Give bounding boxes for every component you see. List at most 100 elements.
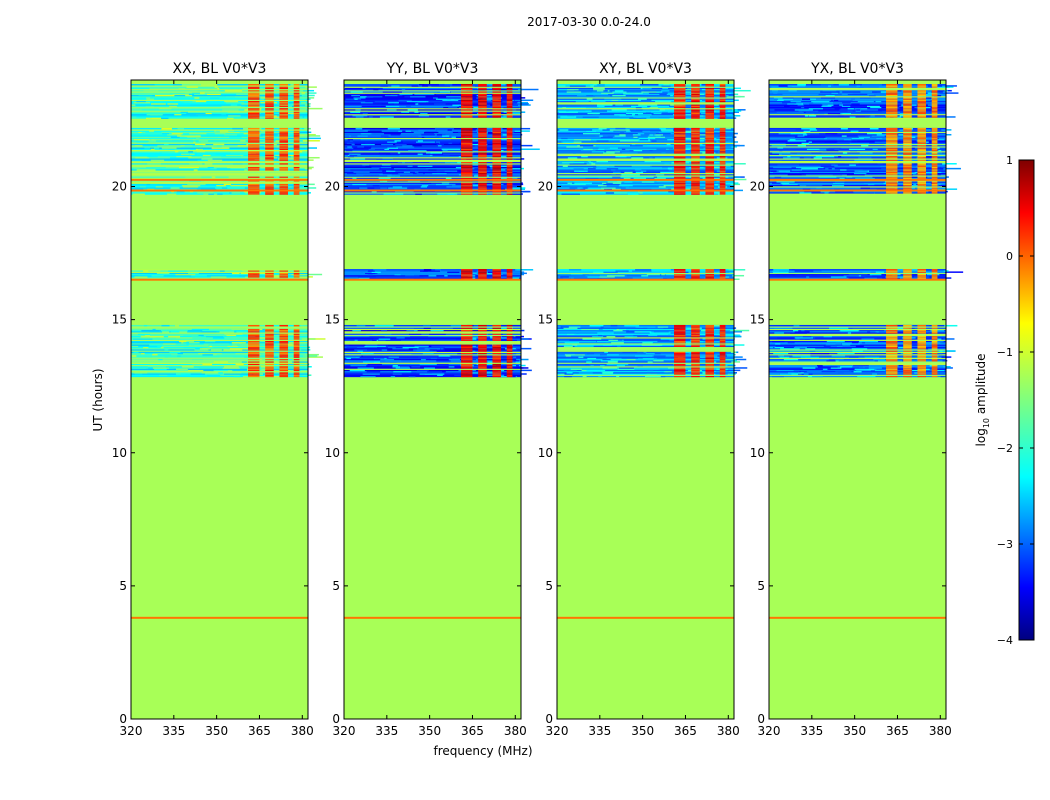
- bright-channel-cell: [248, 130, 260, 132]
- bright-channel-cell: [506, 356, 513, 358]
- bright-channel-cell: [719, 353, 726, 356]
- heatmap-speckle: [688, 352, 693, 355]
- heatmap-speckle: [797, 133, 804, 136]
- bright-channel-cell: [461, 276, 473, 278]
- heatmap-speckle: [503, 111, 508, 113]
- heatmap-speckle: [181, 366, 194, 368]
- heatmap-row: [131, 94, 308, 97]
- bright-channel-cell: [886, 111, 898, 113]
- bright-channel-cell: [461, 140, 473, 142]
- heatmap-speckle: [872, 373, 878, 375]
- bright-channel-cell: [691, 98, 700, 100]
- heatmap-speckle: [394, 273, 401, 276]
- heatmap-speckle: [560, 276, 569, 278]
- heatmap-speckle: [369, 167, 378, 170]
- heatmap-speckle: [666, 143, 671, 146]
- heatmap-speckle: [933, 91, 943, 93]
- heatmap-row: [344, 103, 521, 105]
- bright-channel-cell: [931, 327, 938, 329]
- bright-channel-cell: [265, 143, 274, 146]
- heatmap-speckle: [196, 334, 204, 337]
- bright-channel-cell: [886, 97, 898, 99]
- bright-channel-cell: [917, 181, 927, 183]
- heatmap-speckle: [789, 138, 796, 141]
- heatmap-speckle: [851, 103, 860, 105]
- heatmap-row: [131, 357, 308, 360]
- bright-channel-cell: [705, 150, 715, 153]
- heatmap-speckle: [350, 91, 363, 93]
- bright-channel-cell: [705, 136, 715, 138]
- heatmap-row: [769, 138, 946, 141]
- bright-channel-cell: [279, 109, 289, 111]
- heatmap-speckle: [204, 163, 213, 165]
- heatmap-speckle: [412, 359, 430, 362]
- heatmap-speckle: [435, 269, 441, 271]
- heatmap-speckle: [466, 88, 485, 91]
- heatmap-speckle: [599, 353, 607, 356]
- bright-channel-cell: [506, 105, 513, 107]
- heatmap-row: [344, 105, 521, 107]
- bright-channel-cell: [478, 182, 487, 184]
- bright-channel-cell: [293, 186, 300, 188]
- heatmap-speckle: [360, 101, 373, 104]
- heatmap-speckle: [663, 83, 670, 86]
- heatmap-speckle: [787, 173, 806, 176]
- heatmap-speckle: [684, 99, 694, 102]
- bright-channel-cell: [492, 129, 502, 131]
- heatmap-speckle: [159, 374, 168, 376]
- heatmap-speckle: [831, 133, 847, 136]
- heatmap-speckle: [199, 152, 208, 154]
- heatmap-speckle: [170, 187, 180, 189]
- heatmap-speckle: [196, 190, 215, 193]
- heatmap-row: [131, 192, 308, 194]
- heatmap-speckle: [423, 327, 431, 329]
- heatmap-row: [131, 332, 308, 334]
- bright-channel-cell: [506, 142, 513, 144]
- bright-channel-cell: [461, 167, 473, 170]
- bright-channel-cell: [931, 324, 938, 327]
- bright-channel-cell: [279, 184, 289, 187]
- heatmap-speckle: [482, 186, 496, 188]
- heatmap-speckle: [567, 156, 578, 159]
- heatmap-speckle: [816, 187, 822, 189]
- bright-channel-cell: [886, 274, 898, 277]
- heatmap-speckle: [638, 104, 658, 106]
- heatmap-speckle: [424, 106, 444, 109]
- bright-channel-cell: [461, 183, 473, 186]
- heatmap-row: [769, 276, 946, 278]
- bright-channel-cell: [248, 367, 260, 369]
- heatmap-speckle: [513, 273, 525, 276]
- bright-channel-cell: [705, 357, 715, 360]
- heatmap-speckle: [378, 338, 391, 340]
- heatmap-speckle: [611, 341, 624, 344]
- line-feature: [131, 616, 308, 619]
- bright-channel-cell: [903, 276, 912, 278]
- heatmap-speckle: [561, 193, 580, 195]
- heatmap-row: [557, 361, 734, 363]
- heatmap-speckle: [367, 273, 373, 276]
- heatmap-row: [344, 349, 521, 351]
- heatmap-speckle: [681, 190, 693, 193]
- bright-channel-cell: [917, 345, 927, 347]
- heatmap-speckle: [861, 144, 869, 147]
- bright-channel-cell: [931, 97, 938, 99]
- heatmap-speckle: [603, 89, 608, 92]
- heatmap-speckle: [823, 156, 836, 159]
- heatmap-speckle: [299, 143, 309, 146]
- heatmap-speckle: [406, 329, 418, 332]
- bright-channel-cell: [691, 93, 700, 96]
- bright-channel-cell: [478, 87, 487, 90]
- bright-channel-cell: [674, 91, 686, 93]
- bright-channel-cell: [279, 176, 289, 178]
- heatmap-speckle: [374, 324, 394, 327]
- heatmap-speckle: [802, 335, 812, 338]
- heatmap-speckle: [202, 353, 213, 356]
- heatmap-speckle: [854, 107, 868, 110]
- bright-channel-cell: [705, 188, 715, 190]
- heatmap-speckle: [376, 138, 387, 141]
- heatmap-speckle: [597, 148, 605, 151]
- heatmap-speckle: [842, 91, 861, 93]
- heatmap-speckle: [396, 146, 415, 148]
- heatmap-speckle: [661, 152, 666, 154]
